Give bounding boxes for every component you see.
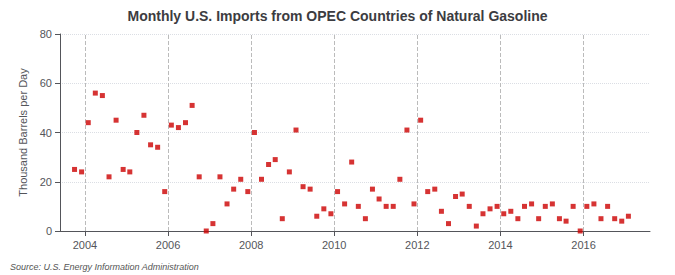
svg-text:40: 40 (40, 127, 52, 139)
svg-text:Source: U.S. Energy Informatio: Source: U.S. Energy Information Administ… (10, 262, 199, 272)
svg-text:Thousand Barrels per Day: Thousand Barrels per Day (17, 68, 29, 197)
svg-text:0: 0 (46, 225, 52, 237)
svg-text:2012: 2012 (405, 239, 429, 251)
svg-text:60: 60 (40, 77, 52, 89)
svg-text:80: 80 (40, 28, 52, 40)
svg-text:2010: 2010 (322, 239, 346, 251)
svg-text:Monthly U.S. Imports from OPEC: Monthly U.S. Imports from OPEC Countries… (127, 8, 547, 24)
svg-text:2016: 2016 (571, 239, 595, 251)
svg-text:2004: 2004 (73, 239, 97, 251)
svg-text:20: 20 (40, 176, 52, 188)
svg-text:2006: 2006 (156, 239, 180, 251)
svg-text:2014: 2014 (488, 239, 512, 251)
svg-text:2008: 2008 (239, 239, 263, 251)
